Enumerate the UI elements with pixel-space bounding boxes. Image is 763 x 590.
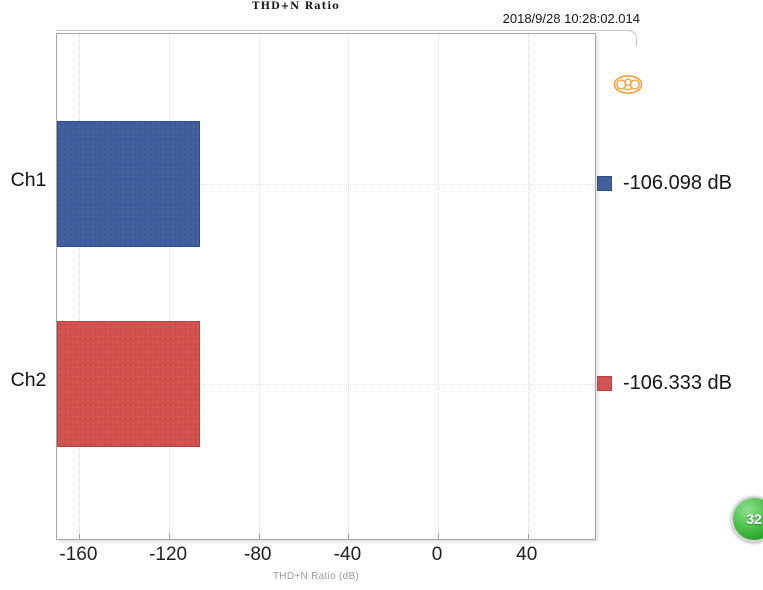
legend-value-ch1: -106.098 dB bbox=[623, 171, 732, 194]
legend-value-ch2: -106.333 dB bbox=[623, 371, 732, 394]
legend-item-ch2: -106.333 dB bbox=[597, 370, 732, 396]
gridline-x-0 bbox=[438, 34, 440, 539]
green-counter-badge[interactable]: 32 bbox=[731, 496, 763, 542]
gridline-x-40 bbox=[527, 34, 529, 539]
x-tick-label: 40 bbox=[516, 544, 538, 565]
tickmark-x--120 bbox=[169, 534, 171, 539]
x-tick-label: -120 bbox=[149, 544, 188, 565]
tickmark-x-40 bbox=[527, 534, 529, 539]
x-tick-label: -160 bbox=[59, 544, 98, 565]
tickmark-x--40 bbox=[348, 534, 350, 539]
gridline-x--40 bbox=[348, 34, 350, 539]
row-center-gridline bbox=[57, 184, 595, 185]
category-label-ch1: Ch1 bbox=[10, 169, 47, 191]
x-tick-label: -80 bbox=[244, 544, 272, 565]
timestamp: 2018/9/28 10:28:02.014 bbox=[502, 11, 640, 26]
plot-area bbox=[56, 33, 643, 540]
x-tick-label: 0 bbox=[431, 544, 443, 565]
gridline-x--160 bbox=[79, 34, 81, 539]
chart-title: THD+N Ratio bbox=[252, 1, 340, 12]
category-label-ch2: Ch2 bbox=[10, 369, 47, 391]
orange-oval-emblem-icon bbox=[613, 75, 643, 94]
gridline-x--80 bbox=[258, 34, 260, 539]
row-center-gridline bbox=[57, 384, 595, 385]
gridline-x--120 bbox=[169, 34, 171, 539]
x-tick-label: -40 bbox=[333, 544, 362, 565]
tickmark-x-0 bbox=[438, 534, 440, 539]
bar-ch2 bbox=[57, 321, 200, 447]
legend-item-ch1: -106.098 dB bbox=[597, 170, 732, 196]
x-axis-label: THD+N Ratio (dB) bbox=[272, 571, 360, 582]
legend-swatch-ch2 bbox=[597, 375, 612, 391]
tickmark-x--160 bbox=[79, 534, 81, 539]
bar-ch1 bbox=[57, 121, 201, 247]
tickmark-x--80 bbox=[258, 534, 260, 539]
legend-swatch-ch1 bbox=[597, 175, 612, 191]
